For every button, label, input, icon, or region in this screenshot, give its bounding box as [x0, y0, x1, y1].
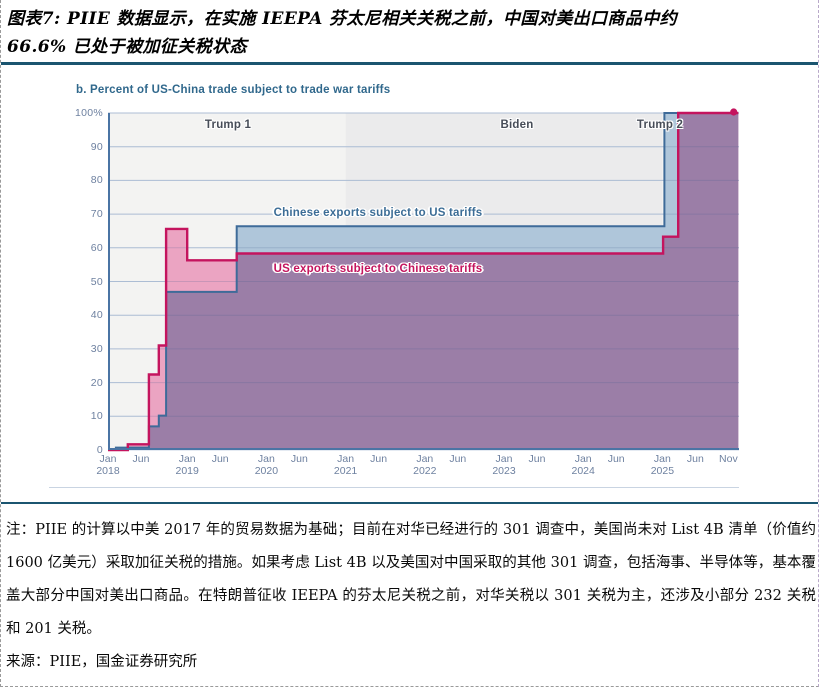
y-axis-label-60: 60 — [90, 241, 103, 254]
chart-title: b. Percent of US-China trade subject to … — [76, 84, 391, 96]
chart-bottom-border — [49, 487, 739, 488]
y-axis-label-70: 70 — [90, 208, 103, 221]
page-title: 图表7: PIIE 数据显示，在实施 IEEPA 芬太尼相关关税之前，中国对美出… — [7, 5, 813, 61]
y-axis-label-80: 80 — [90, 174, 103, 187]
x-axis-label-Jan2022: Jan 2022 — [413, 453, 437, 477]
x-axis-label-Jun: Jun — [607, 453, 625, 465]
y-axis-label-10: 10 — [90, 410, 103, 423]
series-label-chinese-exports: Chinese exports subject to US tariffs — [273, 207, 483, 219]
top-divider-rule — [1, 62, 818, 65]
y-axis-label-50: 50 — [90, 275, 103, 288]
tariff-step-area-chart — [108, 108, 739, 452]
area-overlap — [108, 113, 739, 450]
x-axis-label-Nov: Nov — [719, 453, 738, 465]
x-axis-label-Jan2018: Jan 2018 — [96, 453, 120, 477]
x-axis-label-Jan2021: Jan 2021 — [333, 453, 358, 477]
y-axis-label-100: 100% — [74, 107, 103, 119]
line-us-exports — [108, 111, 739, 452]
end-point-dot — [730, 108, 738, 116]
page-title-line1: 图表7: PIIE 数据显示，在实施 IEEPA 芬太尼相关关税之前，中国对美出… — [7, 9, 678, 29]
y-axis-label-90: 90 — [90, 140, 103, 153]
bottom-divider-rule — [1, 502, 818, 504]
period-label-trump2: Trump 2 — [636, 119, 684, 131]
x-axis-label-Jun: Jun — [132, 453, 150, 465]
series-label-us-exports: US exports subject to Chinese tariffs — [273, 263, 483, 275]
x-axis-label-Jun: Jun — [211, 453, 229, 465]
page-title-line2: 66.6% 已处于被加征关税状态 — [7, 37, 247, 57]
x-axis-label-Jun: Jun — [290, 453, 308, 465]
y-axis-label-20: 20 — [90, 376, 103, 389]
footnote-text: 注：PIIE 的计算以中美 2017 年的贸易数据为基础；目前在对华已经进行的 … — [6, 522, 816, 637]
x-axis-label-Jun: Jun — [528, 453, 546, 465]
x-axis-label-Jan2025: Jan 2025 — [650, 453, 675, 477]
x-axis-label-Jun: Jun — [370, 453, 388, 465]
x-axis-label-Jan2020: Jan 2020 — [254, 453, 279, 477]
line-chinese-exports — [108, 112, 739, 451]
x-axis-label-Jan2024: Jan 2024 — [571, 453, 595, 477]
y-axis-label-40: 40 — [90, 309, 103, 322]
x-axis-label-Jun: Jun — [686, 453, 704, 465]
x-axis-label-Jan2019: Jan 2019 — [175, 453, 199, 477]
source-text: 来源：PIIE，国金证券研究所 — [6, 654, 198, 670]
period-label-trump1: Trump 1 — [204, 119, 252, 131]
y-axis-label-30: 30 — [90, 342, 103, 355]
y-axis-label-0: 0 — [96, 444, 103, 456]
period-label-biden: Biden — [500, 119, 534, 131]
x-axis-label-Jun: Jun — [449, 453, 467, 465]
x-axis-label-Jan2023: Jan 2023 — [492, 453, 516, 477]
